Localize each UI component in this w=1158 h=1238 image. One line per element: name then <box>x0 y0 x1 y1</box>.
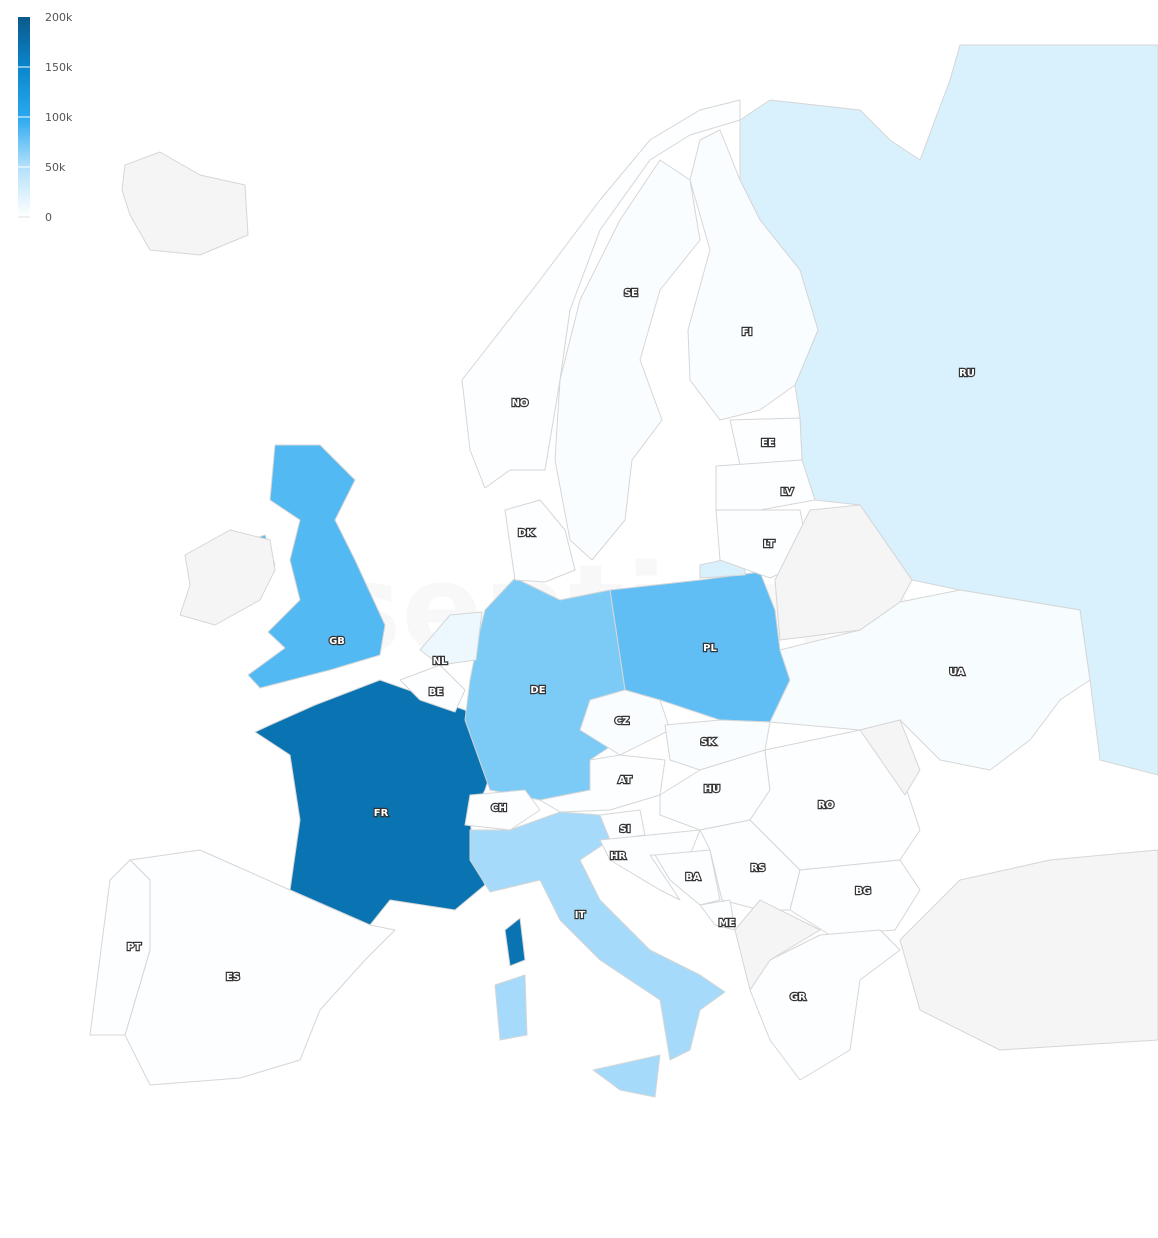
country-label: BA <box>685 872 701 883</box>
country-by[interactable] <box>774 504 913 641</box>
legend-tick: 0 <box>45 211 52 224</box>
legend-tick: 100k <box>45 111 73 124</box>
country-label: RO <box>818 800 834 811</box>
country-shape[interactable] <box>461 99 741 489</box>
country-label: UA <box>949 667 965 678</box>
country-nl[interactable] <box>419 611 483 666</box>
country-ie[interactable] <box>179 529 276 626</box>
country-be[interactable] <box>399 664 466 713</box>
country-shape[interactable] <box>654 849 721 906</box>
country-label: IT <box>575 910 586 921</box>
country-dk[interactable] <box>504 499 576 583</box>
country-label: PL <box>703 643 717 654</box>
country-label: HU <box>704 784 721 795</box>
country-label: LV <box>781 487 794 498</box>
country-label: BG <box>855 886 871 897</box>
country-label: NO <box>512 398 529 409</box>
country-label: NL <box>433 656 448 667</box>
legend-tick: 150k <box>45 61 73 74</box>
country-bg[interactable] <box>789 859 921 936</box>
country-lv[interactable] <box>715 459 816 511</box>
country-md[interactable] <box>859 719 921 796</box>
country-shape[interactable] <box>859 719 921 796</box>
country-shape[interactable] <box>419 611 483 666</box>
country-pt[interactable] <box>89 859 151 1036</box>
country-hr[interactable] <box>599 829 701 901</box>
country-tr[interactable] <box>899 849 1158 1051</box>
country-label: DK <box>518 528 535 539</box>
country-label: RS <box>751 863 766 874</box>
country-ua[interactable] <box>769 589 1091 771</box>
country-at[interactable] <box>539 754 666 813</box>
country-shape[interactable] <box>734 899 821 991</box>
country-label: GB <box>329 636 345 647</box>
legend-tick: 200k <box>45 11 73 24</box>
country-label: SI <box>620 824 631 835</box>
country-label: ME <box>719 918 736 929</box>
country-shape[interactable] <box>494 974 528 1041</box>
country-is[interactable] <box>121 151 249 256</box>
color-legend: 200k 150k 100k 50k 0 <box>18 11 73 224</box>
country-shape[interactable] <box>599 829 701 901</box>
country-shape[interactable] <box>399 664 466 713</box>
country-shape[interactable] <box>247 444 386 689</box>
country-ch[interactable] <box>464 789 541 831</box>
country-label: LT <box>763 539 775 550</box>
country-shape[interactable] <box>254 679 501 926</box>
country-label: ES <box>226 972 240 983</box>
country-shape[interactable] <box>774 504 913 641</box>
country-shape[interactable] <box>899 849 1158 1051</box>
country-label: AT <box>618 775 632 786</box>
country-shape[interactable] <box>464 789 541 831</box>
country-label: HR <box>610 851 626 862</box>
country-label: GR <box>790 992 806 1003</box>
country-label: DE <box>530 685 545 696</box>
country-shape[interactable] <box>179 529 276 626</box>
country-al[interactable] <box>734 899 821 991</box>
country-label: BE <box>429 687 444 698</box>
country-label: PT <box>127 942 141 953</box>
country-shape[interactable] <box>121 151 249 256</box>
country-shape[interactable] <box>749 929 901 1081</box>
country-shape[interactable] <box>504 499 576 583</box>
country-fr[interactable] <box>254 679 526 967</box>
legend-tick: 50k <box>45 161 66 174</box>
country-ba[interactable] <box>654 849 721 906</box>
country-no[interactable] <box>461 99 741 489</box>
country-fi[interactable] <box>687 129 819 421</box>
country-se[interactable] <box>554 159 701 561</box>
country-shape[interactable] <box>592 1054 661 1098</box>
country-shape[interactable] <box>554 159 701 561</box>
country-gr[interactable] <box>749 929 901 1081</box>
country-label: SK <box>701 737 717 748</box>
country-shape[interactable] <box>687 129 819 421</box>
country-shape[interactable] <box>789 859 921 936</box>
country-label: FI <box>742 327 753 338</box>
country-label: RU <box>959 368 975 379</box>
country-label: FR <box>374 808 389 819</box>
country-label: CZ <box>615 716 630 727</box>
country-label: CH <box>491 803 507 814</box>
country-shape[interactable] <box>715 459 816 511</box>
country-shape[interactable] <box>504 917 526 967</box>
country-shape[interactable] <box>769 589 1091 771</box>
country-label: SE <box>624 288 638 299</box>
country-shape[interactable] <box>89 859 151 1036</box>
country-label: EE <box>761 438 775 449</box>
country-shape[interactable] <box>539 754 666 813</box>
